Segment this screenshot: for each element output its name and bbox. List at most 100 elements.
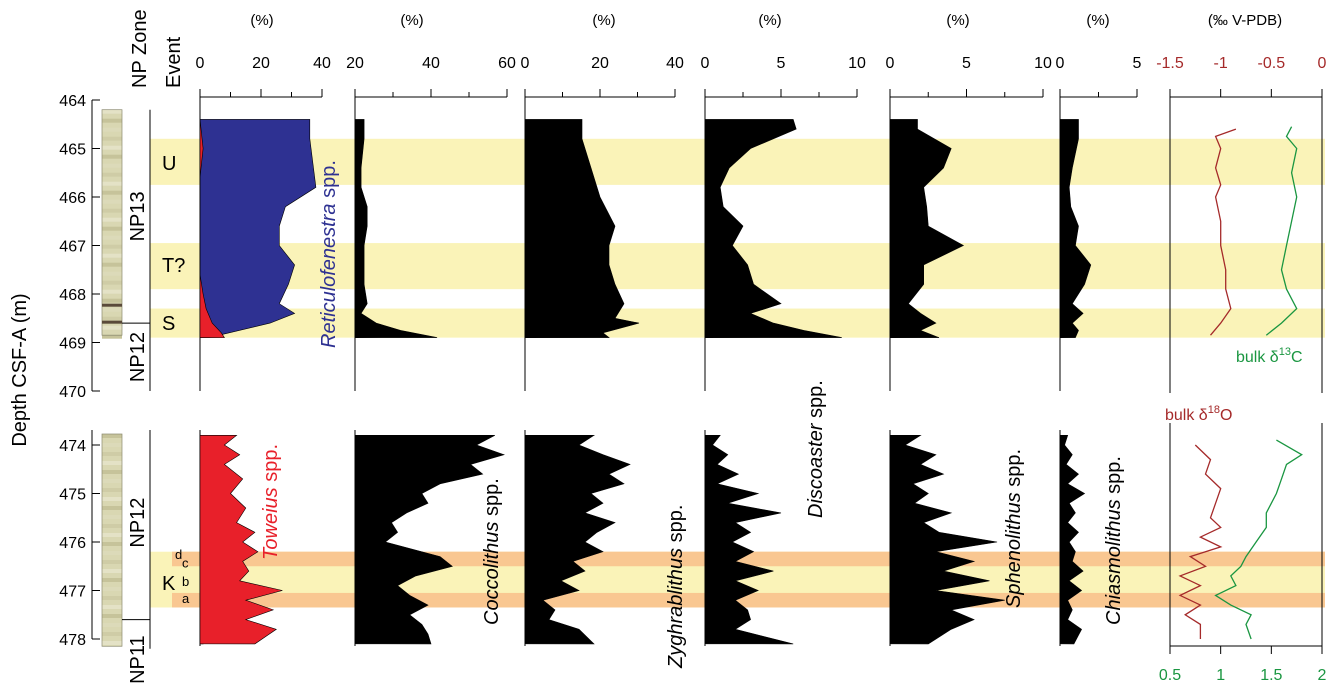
series-area-lower — [704, 435, 794, 645]
taxon-label: Reticulofenestra spp. — [318, 160, 340, 348]
series-area-upper — [704, 119, 842, 338]
core-layer — [102, 614, 122, 618]
core-layer — [102, 569, 122, 573]
taxon-genus: Chiasmolithus — [1103, 499, 1125, 625]
isotope-top-tick-label: -0.5 — [1258, 55, 1286, 72]
panel-unit: (%) — [250, 12, 273, 29]
event-label: S — [162, 313, 175, 335]
depth-tick-label: 477 — [59, 584, 86, 601]
taxon-label: Zyghrablithus spp. — [665, 505, 687, 669]
core-layer — [102, 623, 122, 627]
depth-axis: 464 465 466 467 468 469 470 474 475 476 477 478 Dept… — [9, 93, 100, 649]
isotope-frame — [1169, 96, 1323, 647]
core-dark-layer — [102, 320, 122, 324]
taxon-genus: Reticulofenestra — [318, 203, 340, 348]
panel-tick-label: 0 — [886, 55, 895, 72]
core-layer — [102, 217, 122, 222]
isotope-gap — [1168, 393, 1324, 423]
panel-tick-label: 60 — [498, 55, 516, 72]
series-area-lower — [354, 435, 505, 645]
core-layer — [102, 226, 122, 231]
d13C-line — [1214, 439, 1303, 640]
core-border — [101, 433, 123, 647]
core-layer — [102, 334, 122, 339]
taxon-genus: Sphenolithus — [1003, 492, 1025, 608]
isotope-label-part: bulk δ — [1236, 349, 1279, 366]
core-layer — [102, 542, 122, 546]
zone-header: NP Zone — [129, 9, 151, 88]
isotope-top-tick-label: -1.5 — [1156, 55, 1184, 72]
depth-tick-label: 470 — [59, 384, 86, 401]
taxon-genus: Coccolithus — [481, 522, 503, 625]
panel-tick-label: 10 — [848, 55, 866, 72]
panel-unit: (%) — [592, 12, 615, 29]
core-layer — [102, 208, 122, 213]
panel-unit: (%) — [758, 12, 781, 29]
core-layer — [102, 515, 122, 519]
taxon-suffix: spp. — [260, 444, 282, 487]
isotope-bottom-tick-label: 2 — [1318, 667, 1327, 684]
core-layer — [102, 452, 122, 456]
nannofossil-panels: (%)0 20 40(%)20 40 60(%)0 20 40(%)0 5 10(%)0 5 10(… — [196, 12, 1142, 646]
panel-4: (%) 0 5 10 — [701, 12, 866, 646]
core-layer — [102, 605, 122, 609]
depth-tick-label: 474 — [59, 438, 86, 455]
panel-tick-label: 10 — [1034, 55, 1052, 72]
series-area-upper — [199, 119, 317, 338]
panel-tick-label: 40 — [313, 55, 331, 72]
isotope-label-part: C — [1291, 349, 1303, 366]
panel-3: (%) 0 20 40 — [521, 12, 684, 646]
k-subevent-label: a — [182, 591, 190, 606]
core-layer — [102, 533, 122, 537]
core-layer — [102, 289, 122, 294]
series-area-upper — [1059, 119, 1092, 338]
panel-tick-label: 20 — [591, 55, 609, 72]
depth-tick-label: 475 — [59, 487, 86, 504]
k-subevent-label: c — [182, 555, 189, 570]
zone-label: NP12 — [127, 332, 149, 382]
d13C-line — [1265, 126, 1298, 336]
isotope-label-part: O — [1220, 407, 1232, 424]
zone-label: NP11 — [127, 635, 149, 684]
core-layer — [102, 443, 122, 447]
panel-tick-label: 20 — [252, 55, 270, 72]
depth-tick-label: 478 — [59, 632, 86, 649]
isotope-label-sup: 18 — [1208, 404, 1220, 416]
depth-tick-label: 469 — [59, 336, 86, 353]
panel-unit: (%) — [1086, 12, 1109, 29]
panel-tick-label: 5 — [962, 55, 971, 72]
panel-2: (%) 20 40 60 — [346, 12, 516, 646]
panel-tick-label: 40 — [666, 55, 684, 72]
core-dark-layer — [102, 303, 122, 307]
core-strip — [102, 434, 122, 647]
core-layer — [102, 181, 122, 186]
panel-5: (%) 0 5 10 — [886, 12, 1052, 646]
core-layer — [102, 280, 122, 285]
panel-tick-label: 0 — [196, 55, 205, 72]
panel-tick-label: 0 — [1056, 55, 1065, 72]
panel-tick-label: 20 — [346, 55, 364, 72]
taxon-suffix: spp. — [665, 505, 687, 548]
d18O-line — [1178, 444, 1223, 639]
core-layer — [102, 470, 122, 474]
core-layer — [102, 244, 122, 249]
taxon-suffix: spp. — [1103, 456, 1125, 499]
series-area-lower — [889, 435, 1005, 645]
core-layer — [102, 325, 122, 330]
taxon-suffix: spp. — [481, 478, 503, 521]
core-layer — [102, 316, 122, 321]
d13C-label: bulk δ13C — [1236, 346, 1303, 366]
panel-tick-label: 5 — [1133, 55, 1142, 72]
core-layer — [102, 578, 122, 582]
core-layer — [102, 434, 122, 438]
d18O-label: bulk δ18O — [1165, 404, 1232, 424]
series-area-upper — [524, 119, 640, 338]
core-layer — [102, 118, 122, 123]
orange-band — [172, 551, 1325, 567]
core-layer — [102, 479, 122, 483]
panel-tick-label: 0 — [521, 55, 530, 72]
zone-label: NP12 — [127, 498, 149, 548]
k-subevent-label: d — [175, 547, 182, 562]
